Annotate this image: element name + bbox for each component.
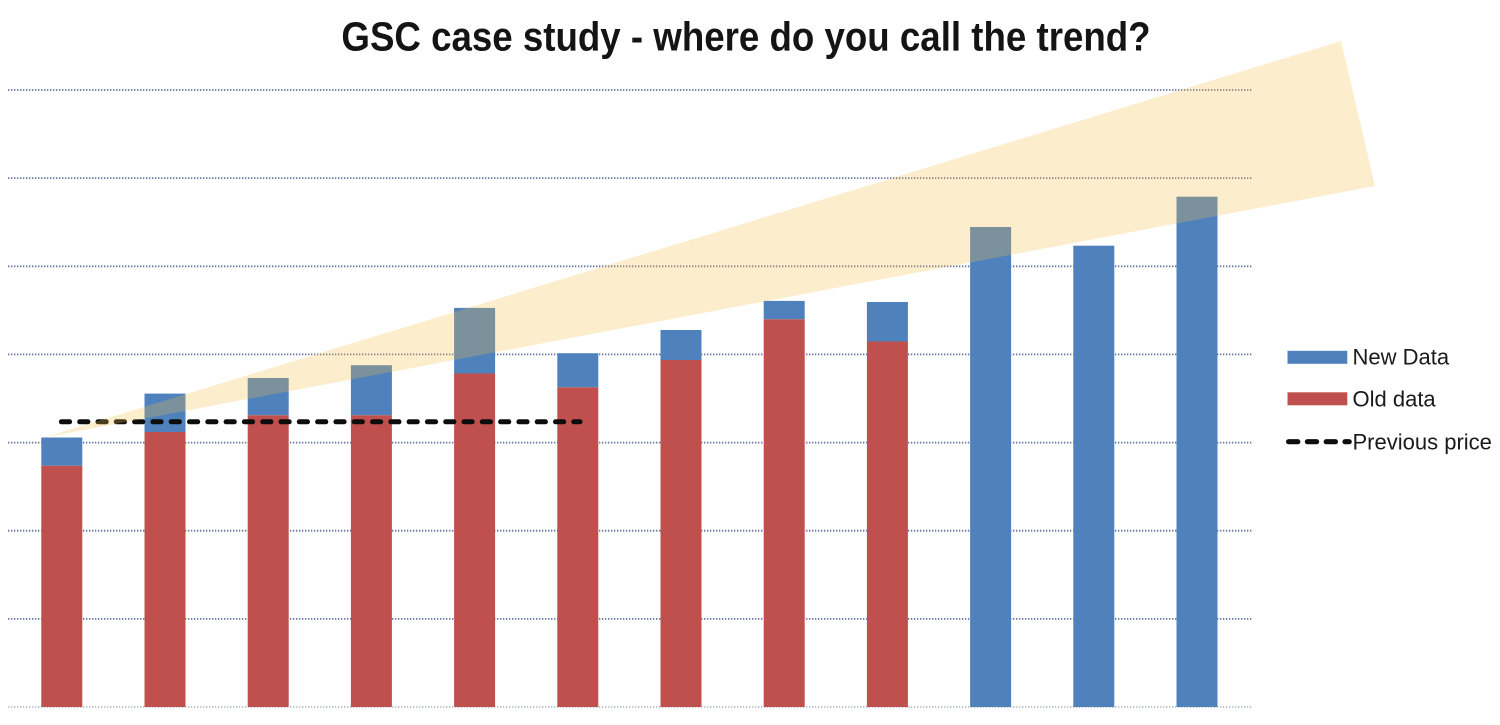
svg-text:Old data: Old data: [1353, 386, 1437, 411]
svg-text:New Data: New Data: [1353, 345, 1450, 370]
svg-text:GSC case study - where do you: GSC case study - where do you call the t…: [341, 15, 1150, 60]
svg-text:Previous price: Previous price: [1353, 430, 1492, 455]
